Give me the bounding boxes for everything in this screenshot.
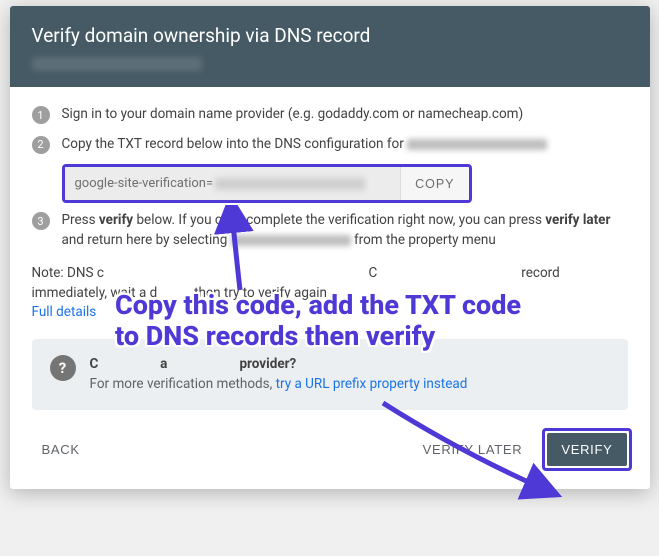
- dns-note: Note: DNS cxxxxxxxxxxxxxxxxxxxxxxxxxxxxx…: [32, 264, 628, 323]
- modal-title: Verify domain ownership via DNS record: [32, 24, 628, 47]
- verify-button[interactable]: VERIFY: [547, 433, 626, 466]
- step-3: 3 Press verify below. If you can't compl…: [32, 211, 628, 250]
- verify-button-highlight: VERIFY: [542, 428, 631, 471]
- full-details-link[interactable]: Full details: [32, 304, 97, 320]
- redacted-domain: [407, 139, 547, 150]
- redacted-token: [215, 178, 365, 190]
- redacted-property: [231, 235, 351, 246]
- step-2: 2 Copy the TXT record below into the DNS…: [32, 135, 628, 155]
- modal-header: Verify domain ownership via DNS record: [10, 6, 650, 87]
- step-1: 1 Sign in to your domain name provider (…: [32, 105, 628, 125]
- verify-domain-modal: Verify domain ownership via DNS record 1…: [10, 6, 650, 489]
- step-badge: 1: [32, 106, 50, 124]
- txt-record-box: google-site-verification= COPY: [62, 164, 472, 203]
- txt-record-value[interactable]: google-site-verification=: [65, 167, 401, 200]
- hint-body: Cxxxxxxxxxaxxxxxxxxxx provider? For more…: [90, 355, 468, 394]
- hint-card: ? Cxxxxxxxxxaxxxxxxxxxx provider? For mo…: [32, 339, 628, 410]
- step-badge: 2: [32, 136, 50, 154]
- verify-later-button[interactable]: VERIFY LATER: [413, 434, 533, 465]
- copy-button[interactable]: COPY: [400, 167, 468, 200]
- modal-body: 1 Sign in to your domain name provider (…: [10, 87, 650, 410]
- question-icon: ?: [50, 355, 76, 381]
- step-1-text: Sign in to your domain name provider (e.…: [62, 105, 628, 125]
- step-2-text: Copy the TXT record below into the DNS c…: [62, 135, 628, 155]
- step-3-text: Press verify below. If you can't complet…: [62, 211, 628, 250]
- modal-footer: BACK VERIFY LATER VERIFY: [10, 410, 650, 489]
- redacted-email: [32, 57, 202, 71]
- back-button[interactable]: BACK: [32, 434, 90, 465]
- url-prefix-link[interactable]: try a URL prefix property instead: [276, 376, 468, 392]
- step-badge: 3: [32, 212, 50, 230]
